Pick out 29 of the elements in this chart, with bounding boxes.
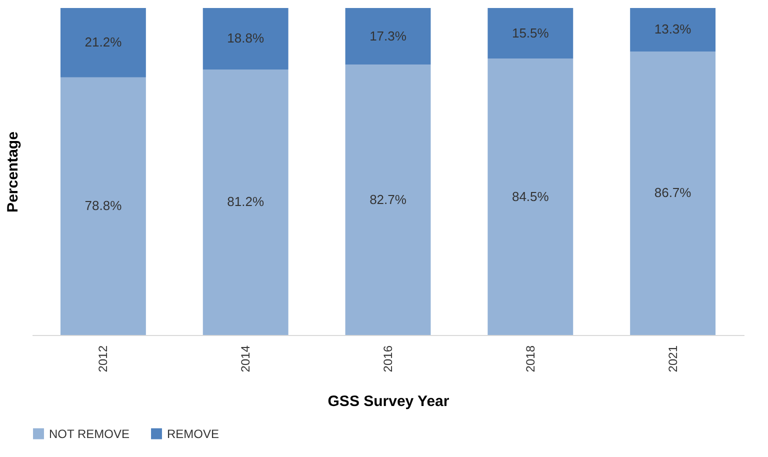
data-label: 82.7% [370,192,407,207]
data-label: 13.3% [654,22,692,37]
bar [345,8,431,65]
data-label: 78.8% [84,198,122,214]
data-label: 21.2% [84,34,122,50]
bar [202,69,288,335]
bar [202,8,288,70]
bar [630,51,716,335]
bar [60,8,146,78]
x-tick-label: 2014 [238,345,253,372]
bar [488,58,574,335]
x-tick-label: 2016 [381,345,395,372]
bar [60,77,146,335]
x-axis-title: GSS Survey Year [328,393,450,410]
data-label: 81.2% [227,194,264,210]
bar [630,8,716,52]
legend-label: NOT REMOVE [49,426,130,441]
x-tick-label: 2021 [666,345,680,372]
data-label: 86.7% [654,185,692,200]
data-label: 17.3% [370,28,407,44]
legend-label: REMOVE [167,426,220,441]
y-axis-title: Percentage [4,132,22,212]
x-tick-label: 2012 [96,345,110,372]
data-label: 15.5% [512,25,550,40]
data-label: 18.8% [227,30,264,46]
bar [345,64,431,335]
bar [488,8,574,59]
x-tick-label: 2018 [523,345,538,372]
data-label: 84.5% [512,188,550,204]
